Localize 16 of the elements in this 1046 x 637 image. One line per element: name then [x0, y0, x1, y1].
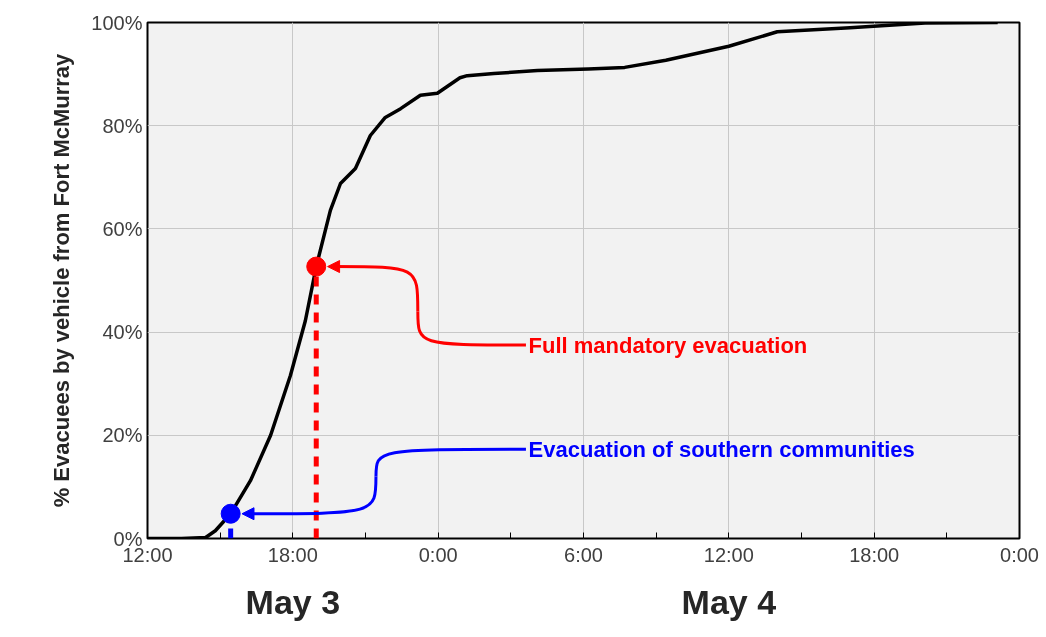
x-tick-label: 0:00 [1000, 543, 1039, 566]
x-tick-label: 0:00 [418, 543, 458, 566]
x-tick-label: 12:00 [703, 543, 754, 566]
y-tick-label: 80% [102, 114, 143, 137]
x-tick-label: 18:00 [849, 543, 900, 566]
annotation: Evacuation of southern communities [528, 436, 915, 462]
annotation: Full mandatory evacuation [528, 332, 808, 358]
x-tick-label: 6:00 [564, 543, 603, 566]
y-axis-title: % Evacuees by vehicle from Fort McMurray [49, 52, 75, 508]
y-tick-label: 20% [102, 424, 143, 447]
text: May 4 [681, 582, 777, 621]
y-tick-label: 40% [102, 321, 143, 344]
y-tick-label: 60% [102, 217, 143, 240]
x-tick-label: 18:00 [267, 543, 318, 566]
y-tick-label: 100% [91, 11, 143, 34]
text: May 3 [245, 582, 341, 621]
